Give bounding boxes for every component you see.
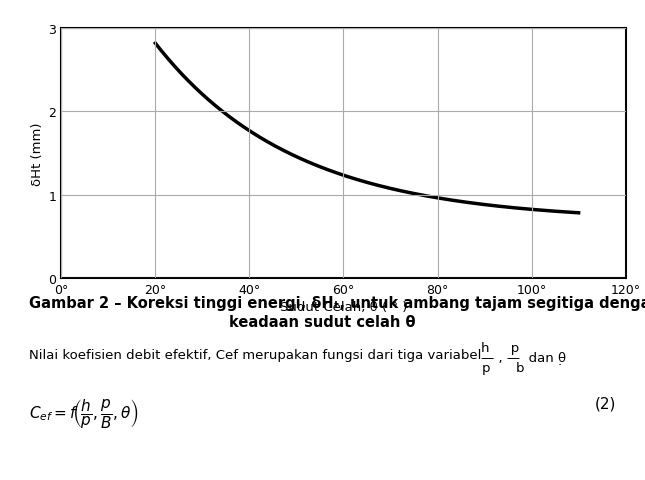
Text: Nilai koefisien debit efektif, Cef merupakan fungsi dari tiga variabel: Nilai koefisien debit efektif, Cef merup… (29, 348, 481, 361)
Text: h     p: h p (481, 341, 519, 354)
Text: $C_{ef} = f\!\left(\dfrac{h}{p},\dfrac{p}{B},\theta\right)$: $C_{ef} = f\!\left(\dfrac{h}{p},\dfrac{p… (29, 396, 139, 429)
X-axis label: Sudut Celah, θ ( ° ): Sudut Celah, θ ( ° ) (280, 300, 407, 313)
Text: p      b: p b (482, 361, 524, 374)
Text: keadaan sudut celah θ: keadaan sudut celah θ (229, 314, 416, 329)
Text: — , —  dan θ: — , — dan θ (481, 351, 566, 364)
Text: (2): (2) (595, 396, 616, 411)
Text: .: . (558, 354, 562, 367)
Y-axis label: δHt (mm): δHt (mm) (31, 122, 45, 185)
Text: Gambar 2 – Koreksi tinggi energi, δHₜ, untuk ambang tajam segitiga dengan berba: Gambar 2 – Koreksi tinggi energi, δHₜ, u… (29, 295, 645, 310)
